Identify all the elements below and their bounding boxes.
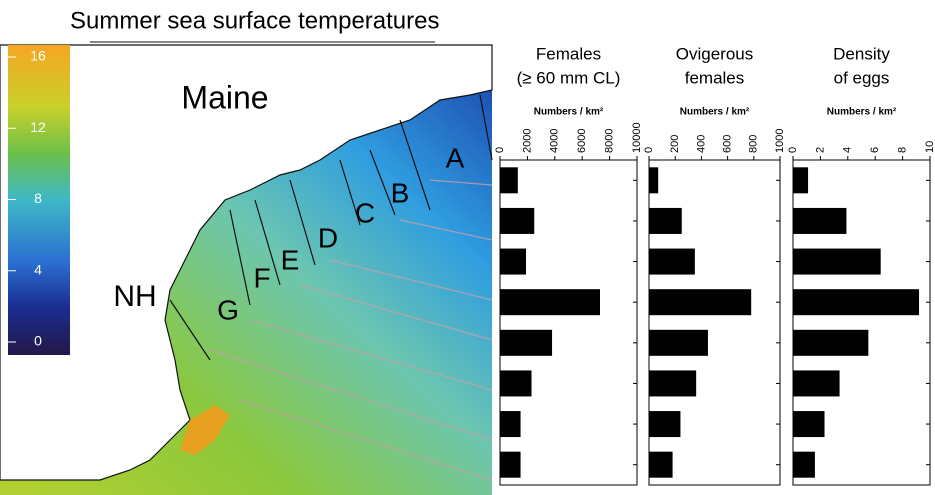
x-tick-label: 6 <box>869 147 881 153</box>
map-label: A <box>446 142 465 173</box>
bar <box>793 330 868 356</box>
bar <box>793 167 808 193</box>
bar <box>793 289 919 315</box>
chart-title: of eggs <box>834 68 890 87</box>
bar <box>793 249 881 275</box>
x-tick-label: 2 <box>814 147 826 153</box>
x-tick-label: 2000 <box>521 129 533 153</box>
bar <box>500 208 534 234</box>
bar <box>500 330 552 356</box>
x-tick-label: 0 <box>643 147 655 153</box>
chart-title: Ovigerous <box>676 44 753 63</box>
bar <box>649 249 695 275</box>
map-label: F <box>253 262 270 293</box>
chart-title: females <box>685 68 745 87</box>
colorbar-tick-label: 4 <box>34 261 42 277</box>
bar <box>649 370 696 396</box>
x-tick-label: 4 <box>842 147 854 153</box>
bar <box>649 289 751 315</box>
colorbar-tick-label: 12 <box>30 119 46 135</box>
chart-title: (≥ 60 mm CL) <box>517 68 621 87</box>
chart-title: Females <box>536 44 601 63</box>
colorbar-tick-label: 8 <box>34 190 42 206</box>
x-tick-label: 0 <box>494 147 506 153</box>
map-label: NH <box>113 280 156 313</box>
bar <box>649 452 673 478</box>
figure-title: Summer sea surface temperatures <box>70 7 439 34</box>
x-tick-label: 8000 <box>604 129 616 153</box>
bar <box>500 411 521 437</box>
map-label: Maine <box>181 79 268 115</box>
map-label: G <box>217 294 239 325</box>
bar <box>649 411 680 437</box>
bar <box>793 411 825 437</box>
map-label: D <box>318 222 338 253</box>
axis-label: Numbers / km² <box>680 107 750 118</box>
bar <box>793 452 815 478</box>
map-label: C <box>355 197 375 228</box>
axis-label: Numbers / km² <box>827 107 897 118</box>
bar-chart: Females (≥ 60 mm CL) Numbers / km² 0 2000 400… <box>494 44 643 485</box>
x-tick-label: 6000 <box>576 129 588 153</box>
bar <box>649 330 708 356</box>
x-tick-label: 200 <box>669 135 681 153</box>
bar <box>500 452 521 478</box>
figure: Summer sea surface temperatures 0 4 8 12 16 M… <box>0 0 935 495</box>
bar <box>500 249 526 275</box>
axis-label: Numbers / km² <box>534 107 604 118</box>
x-tick-label: 800 <box>748 135 760 153</box>
bar <box>500 167 518 193</box>
bar <box>793 208 846 234</box>
x-tick-label: 10 <box>924 141 935 153</box>
x-tick-label: 4000 <box>549 129 561 153</box>
bar <box>500 289 600 315</box>
bar-chart: Ovigerous females Numbers / km² 0 200 400 600 8… <box>643 44 786 485</box>
bar <box>793 370 840 396</box>
x-tick-label: 600 <box>722 135 734 153</box>
bar <box>649 167 658 193</box>
chart-title: Density <box>833 44 890 63</box>
x-tick-label: 400 <box>695 135 707 153</box>
colorbar-tick-label: 0 <box>34 333 42 349</box>
bar <box>500 370 532 396</box>
bar-chart: Density of eggs Numbers / km² 0 2 4 6 8 10 <box>787 44 935 485</box>
x-tick-label: 10000 <box>631 122 643 153</box>
colorbar-tick-label: 16 <box>30 48 46 64</box>
map-label: E <box>281 244 300 275</box>
x-tick-label: 8 <box>897 147 909 153</box>
x-tick-label: 1000 <box>774 129 786 153</box>
x-tick-label: 0 <box>787 147 799 153</box>
bar <box>649 208 682 234</box>
map-label: B <box>391 177 410 208</box>
